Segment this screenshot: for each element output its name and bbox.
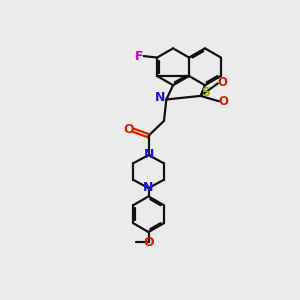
Text: F: F <box>134 50 143 63</box>
Text: O: O <box>143 236 154 249</box>
Text: O: O <box>217 76 227 89</box>
Text: N: N <box>144 148 154 161</box>
Text: O: O <box>124 123 134 136</box>
Text: S: S <box>201 86 210 99</box>
Text: N: N <box>155 92 166 104</box>
Text: N: N <box>143 181 154 194</box>
Text: O: O <box>218 95 228 108</box>
